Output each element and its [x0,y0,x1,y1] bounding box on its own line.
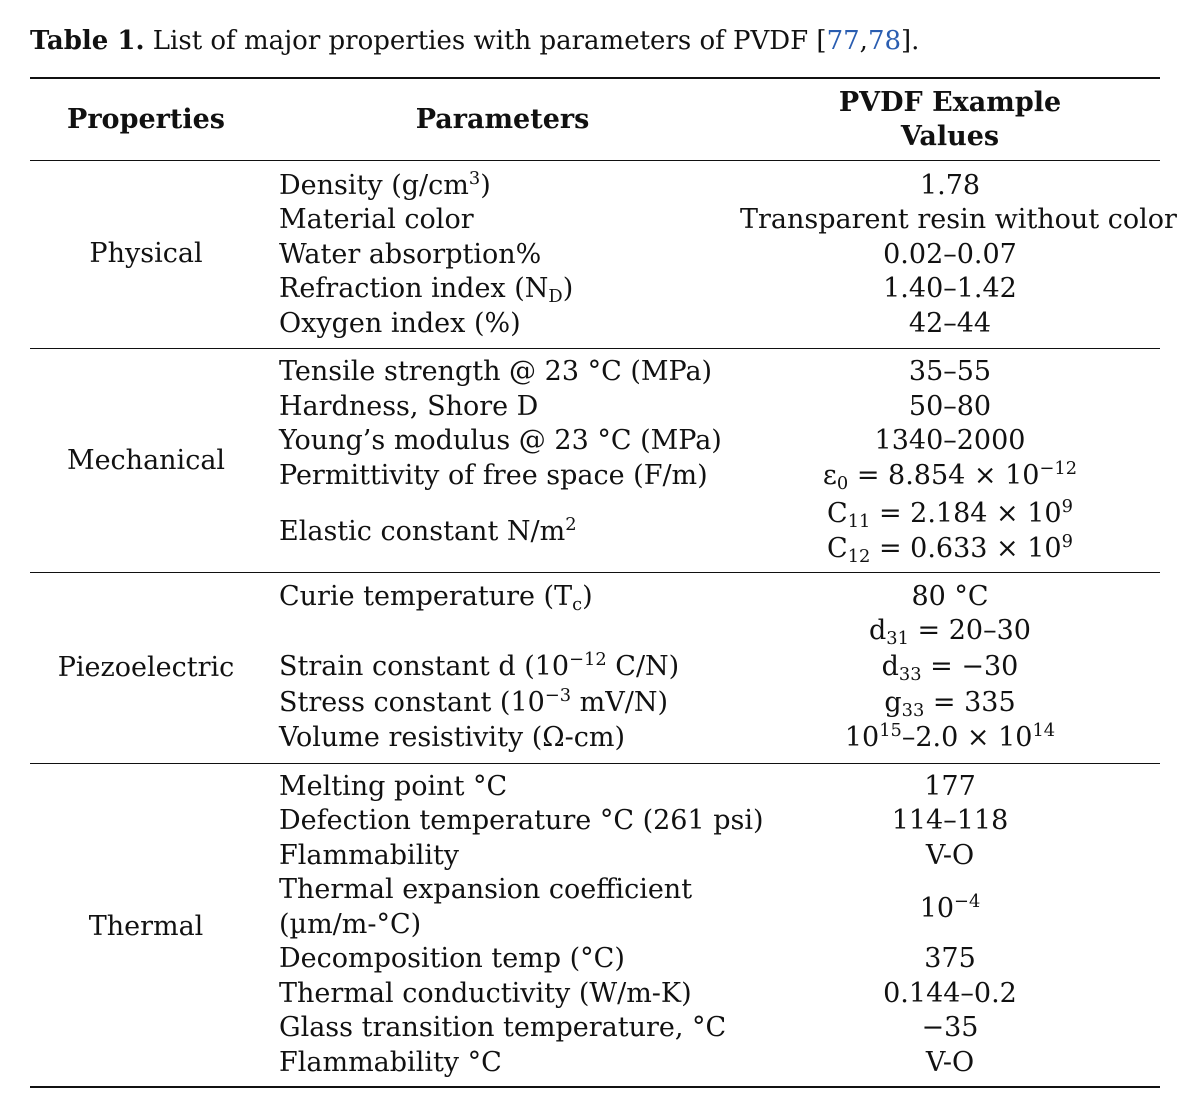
param-volume-resistivity: Volume resistivity (Ω-cm) [279,722,626,753]
value-thermal-conductivity: 0.144–0.2 [883,978,1017,1009]
header-rule [30,160,1160,161]
value-glass-transition: −35 [921,1012,979,1043]
param-melting-point: Melting point °C [279,771,508,802]
group-divider-mechanical [30,348,1160,349]
value-oxygen-index: 42–44 [908,308,992,339]
value-flammability-celsius: V-O [925,1047,975,1078]
param-stress-constant: Stress constant (10−3 mV/N) [279,685,669,718]
param-tensile-strength: Tensile strength @ 23 °C (MPa) [279,356,713,387]
value-decomposition-temp: 375 [924,943,976,974]
caption-close: ]. [901,26,920,56]
table-top-rule [30,77,1160,79]
param-thermal-expansion-line2: (µm/m-°C) [279,909,422,940]
caption-text: List of major properties with parameters… [144,26,827,56]
param-thermal-conductivity: Thermal conductivity (W/m-K) [279,978,692,1009]
citation-link-78[interactable]: 78 [867,26,902,56]
param-defection-temperature: Defection temperature °C (261 psi) [279,805,764,836]
param-density: Density (g/cm3) [279,168,491,201]
header-properties: Properties [67,104,225,135]
value-hardness: 50–80 [908,391,992,422]
value-youngs-modulus: 1340–2000 [874,425,1026,456]
param-hardness: Hardness, Shore D [279,391,539,422]
param-permittivity: Permittivity of free space (F/m) [279,460,708,491]
param-refraction-index: Refraction index (ND) [279,273,574,308]
value-permittivity: ε0 = 8.854 × 10−12 [822,458,1078,495]
value-refraction-index: 1.40–1.42 [883,273,1017,304]
value-material-color: Transparent resin without color [740,204,1177,235]
header-values-line2: Values [900,121,1000,152]
param-elastic-constant: Elastic constant N/m2 [279,514,577,547]
group-divider-piezoelectric [30,572,1160,573]
group-label-thermal: Thermal [88,911,204,942]
value-defection-temperature: 114–118 [891,805,1009,836]
param-oxygen-index: Oxygen index (%) [279,308,521,339]
param-flammability-celsius: Flammability °C [279,1047,502,1078]
value-d31: d31 = 20–30 [869,615,1031,650]
group-label-mechanical: Mechanical [66,445,226,476]
value-curie-temperature: 80 °C [911,581,989,612]
caption-separator: , [859,26,868,56]
value-g33: g33 = 335 [884,687,1016,722]
param-flammability: Flammability [279,840,460,871]
value-tensile-strength: 35–55 [908,356,992,387]
header-parameters: Parameters [415,104,590,135]
group-label-physical: Physical [89,238,203,269]
param-decomposition-temp: Decomposition temp (°C) [279,943,625,974]
value-d33: d33 = −30 [881,651,1019,686]
value-water-absorption: 0.02–0.07 [883,239,1017,270]
value-thermal-expansion: 10−4 [919,891,981,924]
value-elastic-c12: C12 = 0.633 × 109 [827,531,1073,568]
param-glass-transition: Glass transition temperature, °C [279,1012,727,1043]
param-strain-constant: Strain constant d (10−12 C/N) [279,649,680,682]
citation-link-77[interactable]: 77 [826,26,860,56]
table-caption: Table 1. List of major properties with p… [30,24,919,58]
caption-lead: Table 1. [30,26,145,56]
value-elastic-c11: C11 = 2.184 × 109 [827,496,1073,533]
param-material-color: Material color [279,204,474,235]
table-bottom-rule [30,1086,1160,1088]
value-volume-resistivity: 1015–2.0 × 1014 [844,720,1056,753]
group-label-piezoelectric: Piezoelectric [57,652,235,683]
value-flammability: V-O [925,840,975,871]
param-water-absorption: Water absorption% [279,239,542,270]
value-density: 1.78 [919,170,981,201]
param-curie-temperature: Curie temperature (Tc) [279,581,593,616]
header-values-line1: PVDF Example [838,87,1062,118]
param-youngs-modulus: Young’s modulus @ 23 °C (MPa) [279,425,722,456]
value-melting-point: 177 [924,771,976,802]
group-divider-thermal [30,763,1160,764]
param-thermal-expansion-line1: Thermal expansion coefficient [279,874,693,905]
